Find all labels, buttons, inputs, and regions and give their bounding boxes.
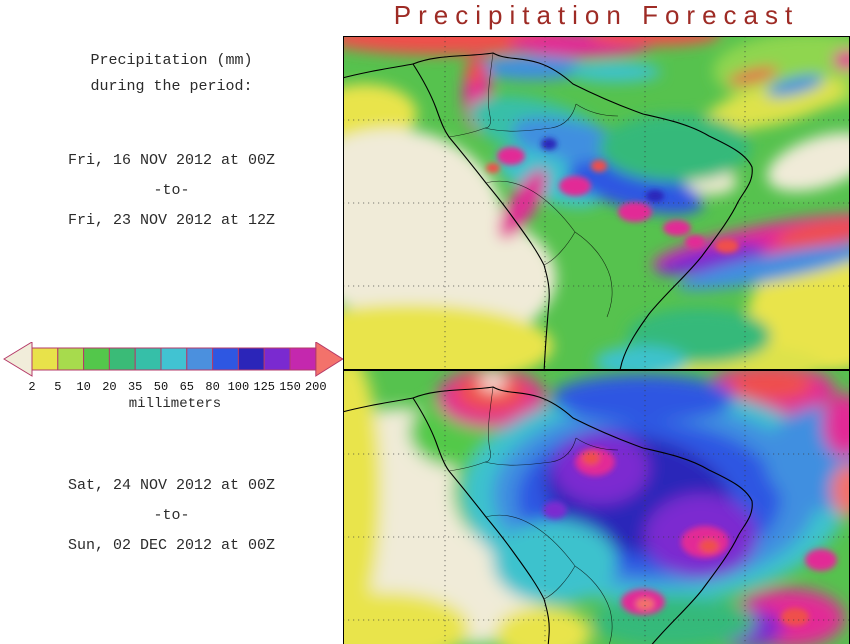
- scale-under-arrow: [3, 342, 33, 377]
- country-borders: [448, 52, 619, 318]
- period-2: Sat, 24 NOV 2012 at 00Z -to- Sun, 02 DEC…: [0, 478, 343, 554]
- scale-tick-label: 80: [205, 380, 219, 394]
- precipitation-cores: [486, 138, 739, 253]
- scale-tick-label: 125: [253, 380, 275, 394]
- scale-segment: [57, 347, 85, 371]
- scale-tick-label: 20: [102, 380, 116, 394]
- forecast-map-period-1: [343, 36, 850, 370]
- coastline: [343, 52, 753, 370]
- subtitle-line-2: during the period:: [90, 78, 253, 95]
- period-1: Fri, 16 NOV 2012 at 00Z -to- Fri, 23 NOV…: [0, 153, 343, 229]
- scale-tick-label: 150: [279, 380, 301, 394]
- scale-segment: [160, 347, 188, 371]
- forecast-map-period-2: [343, 370, 850, 644]
- page-title: Precipitation Forecast: [393, 0, 800, 30]
- scale-tick-label: 100: [228, 380, 250, 394]
- color-scale-legend: 2 5 10 20 35 50 65 80 100 125 150 200 millimeters: [2, 342, 348, 412]
- period-1-separator: -to-: [153, 182, 190, 199]
- subtitle-line-1: Precipitation (mm): [90, 52, 253, 69]
- period-1-end: Fri, 23 NOV 2012 at 12Z: [67, 212, 276, 229]
- scale-segment: [108, 347, 136, 371]
- scale-segment: [134, 347, 162, 371]
- scale-tick-label: 200: [305, 380, 327, 394]
- scale-tick-label: 2: [28, 380, 35, 394]
- scale-segment: [83, 347, 110, 371]
- map-subtitle: Precipitation (mm) during the period:: [0, 48, 343, 100]
- scale-segment: [212, 347, 239, 371]
- color-scale: 2 5 10 20 35 50 65 80 100 125 150 200: [3, 342, 344, 394]
- scale-tick-label: 35: [128, 380, 142, 394]
- scale-segment: [289, 347, 317, 371]
- scale-tick-label: 65: [180, 380, 194, 394]
- unit-label: millimeters: [128, 396, 222, 412]
- period-2-start: Sat, 24 NOV 2012 at 00Z: [67, 477, 276, 494]
- graticule: [343, 36, 850, 370]
- period-2-separator: -to-: [153, 507, 190, 524]
- precipitation-cores: [543, 448, 837, 626]
- scale-segment: [237, 347, 265, 371]
- scale-segment: [31, 347, 59, 371]
- scale-over-arrow: [315, 342, 344, 377]
- graticule: [343, 370, 850, 644]
- scale-segment: [186, 347, 214, 371]
- scale-tick-label: 10: [76, 380, 90, 394]
- scale-tick-label: 50: [154, 380, 168, 394]
- scale-tick-label: 5: [54, 380, 61, 394]
- country-borders: [448, 386, 619, 644]
- scale-segment: [263, 347, 291, 371]
- period-2-end: Sun, 02 DEC 2012 at 00Z: [67, 537, 276, 554]
- info-panel: Precipitation (mm) during the period: Fr…: [0, 0, 344, 644]
- coastline: [343, 386, 753, 644]
- period-1-start: Fri, 16 NOV 2012 at 00Z: [67, 152, 276, 169]
